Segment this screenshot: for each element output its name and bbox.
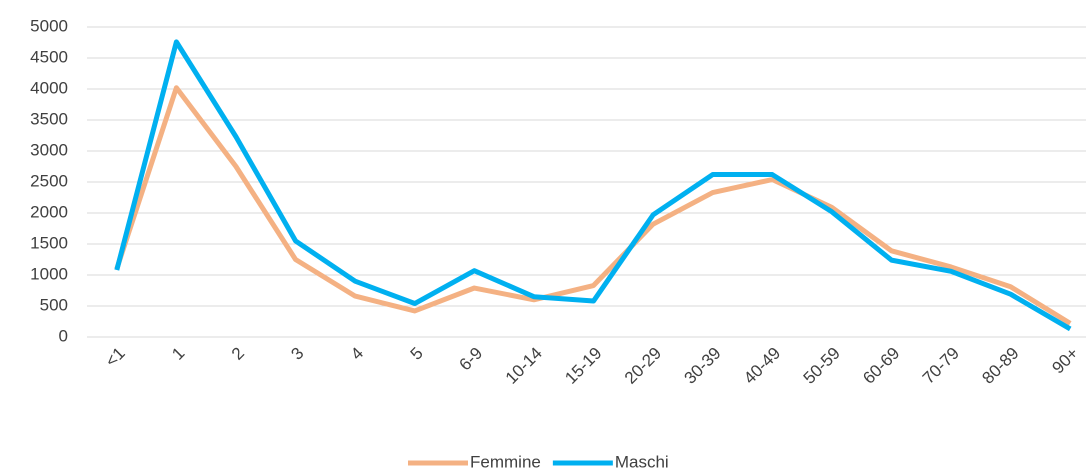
series-line bbox=[114, 39, 1072, 332]
x-tick-label: 40-49 bbox=[740, 344, 784, 388]
x-tick-label: <1 bbox=[102, 344, 129, 371]
x-tick-label: 50-59 bbox=[800, 344, 844, 388]
y-tick-label: 2500 bbox=[30, 171, 68, 190]
x-tick-label: 2 bbox=[228, 344, 248, 364]
x-tick-label: 10-14 bbox=[502, 344, 546, 388]
x-tick-label: 90+ bbox=[1048, 344, 1082, 378]
x-tick-label: 80-89 bbox=[978, 344, 1022, 388]
x-tick-label: 30-39 bbox=[680, 344, 724, 388]
y-tick-label: 3000 bbox=[30, 140, 68, 159]
y-tick-label: 5000 bbox=[30, 16, 68, 35]
x-tick-label: 60-69 bbox=[859, 344, 903, 388]
y-tick-label: 1500 bbox=[30, 233, 68, 252]
y-tick-label: 4500 bbox=[30, 47, 68, 66]
y-tick-label: 4000 bbox=[30, 78, 68, 97]
x-tick-label: 4 bbox=[347, 344, 367, 364]
x-tick-label: 1 bbox=[168, 344, 188, 364]
series-line bbox=[114, 85, 1072, 326]
y-tick-label: 500 bbox=[40, 295, 68, 314]
y-tick-label: 2000 bbox=[30, 202, 68, 221]
x-tick-label: 5 bbox=[407, 344, 427, 364]
legend-label: Maschi bbox=[615, 452, 669, 471]
y-tick-label: 3500 bbox=[30, 109, 68, 128]
y-tick-label: 1000 bbox=[30, 264, 68, 283]
x-tick-label: 70-79 bbox=[919, 344, 963, 388]
x-tick-label: 6-9 bbox=[456, 344, 487, 375]
y-tick-label: 0 bbox=[59, 326, 68, 345]
x-tick-label: 20-29 bbox=[621, 344, 665, 388]
x-tick-label: 15-19 bbox=[561, 344, 605, 388]
legend-label: Femmine bbox=[470, 452, 541, 471]
x-tick-label: 3 bbox=[287, 344, 307, 364]
